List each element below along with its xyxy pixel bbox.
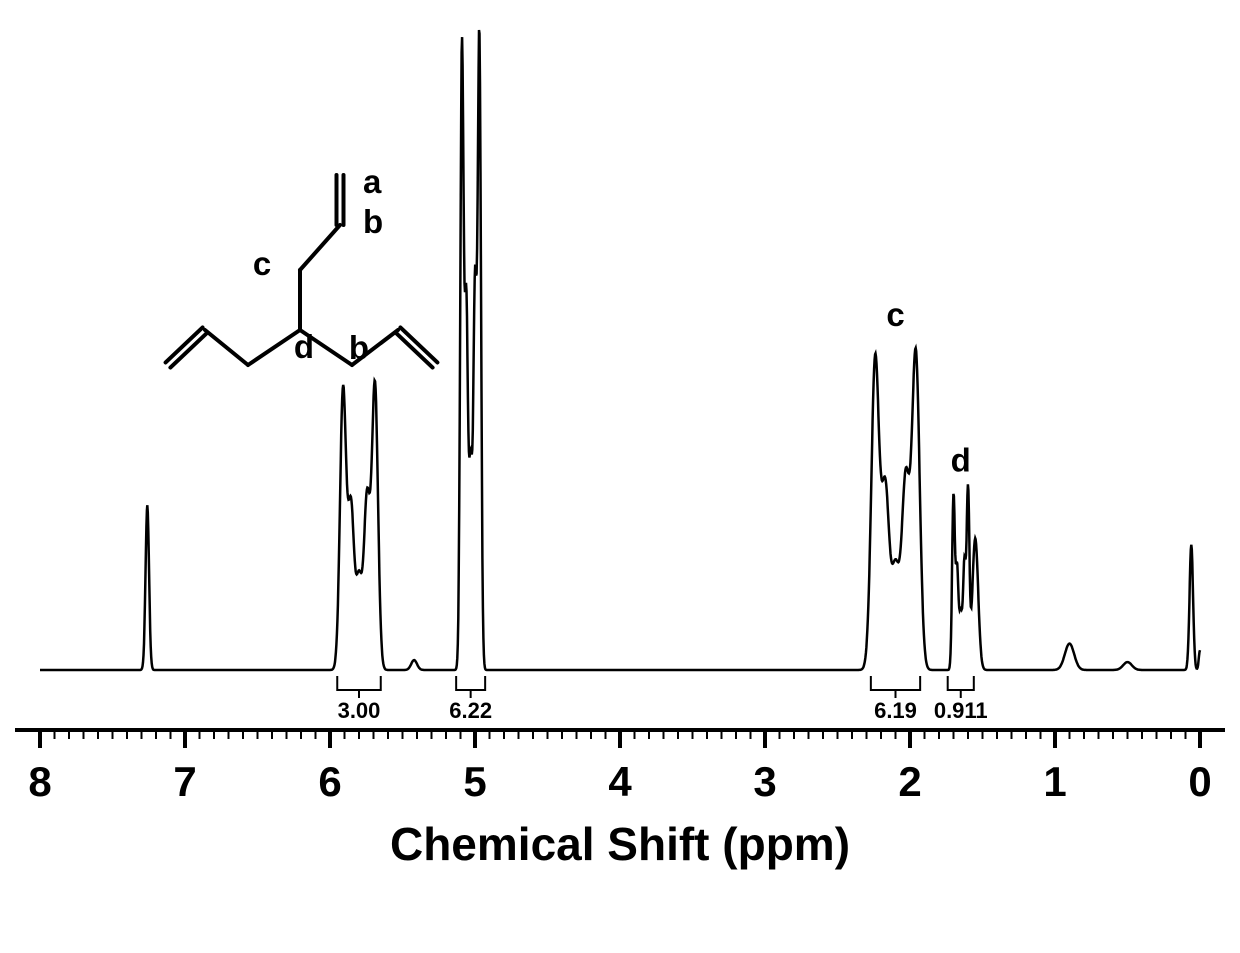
nmr-svg: 876543210Chemical Shift (ppm)bacd3.006.2… (0, 0, 1240, 953)
x-tick-label: 6 (318, 758, 341, 805)
integral-value: 6.22 (449, 698, 492, 723)
integral-value: 0.911 (934, 698, 988, 723)
peak-label-d: d (951, 441, 971, 478)
x-axis-label: Chemical Shift (ppm) (390, 818, 850, 870)
x-tick-label: 3 (753, 758, 776, 805)
mol-bond (248, 330, 300, 365)
integral-bracket (948, 676, 974, 698)
mol-bond (205, 330, 248, 365)
integral-value: 3.00 (338, 698, 381, 723)
x-tick-label: 7 (173, 758, 196, 805)
peak-label-c: c (886, 296, 904, 333)
mol-label-b: b (363, 203, 383, 240)
x-tick-label: 5 (463, 758, 486, 805)
x-tick-label: 0 (1188, 758, 1211, 805)
peak-label-a: a (461, 0, 480, 3)
integral-bracket (456, 676, 485, 698)
x-tick-label: 4 (608, 758, 632, 805)
mol-label-a: a (363, 163, 382, 200)
spectrum-trace (40, 30, 1200, 670)
x-tick-label: 1 (1043, 758, 1066, 805)
mol-bond (300, 225, 340, 270)
x-tick-label: 2 (898, 758, 921, 805)
nmr-figure: 876543210Chemical Shift (ppm)bacd3.006.2… (0, 0, 1240, 953)
mol-label-d: d (294, 328, 314, 365)
integral-bracket (871, 676, 920, 698)
x-tick-label: 8 (28, 758, 51, 805)
integral-bracket (337, 676, 381, 698)
mol-label-c: c (253, 245, 271, 282)
integral-value: 6.19 (874, 698, 917, 723)
